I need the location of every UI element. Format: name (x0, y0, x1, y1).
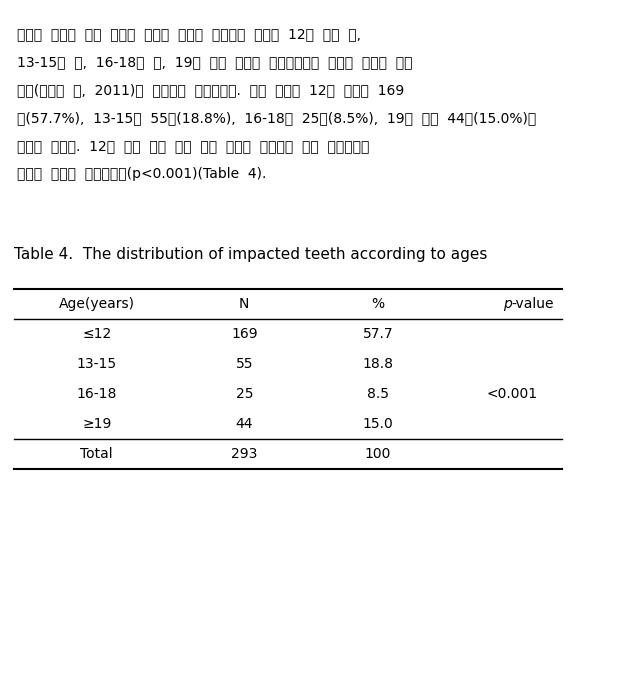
Text: 293: 293 (231, 447, 258, 461)
Text: Age(years): Age(years) (59, 297, 135, 311)
Text: <0.001: <0.001 (486, 387, 538, 401)
Text: 18.8: 18.8 (362, 357, 394, 371)
Text: 44: 44 (236, 417, 253, 431)
Text: 16-18: 16-18 (77, 387, 117, 401)
Text: 57.7: 57.7 (362, 327, 393, 341)
Text: Total: Total (81, 447, 113, 461)
Text: p: p (503, 297, 512, 311)
Text: 169: 169 (231, 327, 258, 341)
Text: 유의한  차이를  보여주었다(p<0.001)(Table  4).: 유의한 차이를 보여주었다(p<0.001)(Table 4). (17, 167, 266, 181)
Text: 100: 100 (365, 447, 391, 461)
Text: 분포를  보였다.  12세  이하  군이  가장  높은  분포를  보였으며  이는  통계적으로: 분포를 보였다. 12세 이하 군이 가장 높은 분포를 보였으며 이는 통계적… (17, 139, 369, 153)
Text: 13-15세  군,  16-18세  군,  19세  이상  군으로  분류하였으며  연령의  기준은  선행: 13-15세 군, 16-18세 군, 19세 이상 군으로 분류하였으며 연령… (17, 55, 412, 69)
Text: 8.5: 8.5 (367, 387, 389, 401)
Text: 영구치  매복을  가진  연령별  환자의  분포를  연구하기  위하여  12세  이하  군,: 영구치 매복을 가진 연령별 환자의 분포를 연구하기 위하여 12세 이하 군… (17, 27, 361, 41)
Text: 논문(문철현  등,  2011)을  참고하여  결정하였다.  연령  분포는  12세  이하가  169: 논문(문철현 등, 2011)을 참고하여 결정하였다. 연령 분포는 12세 … (17, 83, 404, 97)
Text: N: N (239, 297, 249, 311)
Text: 명(57.7%),  13-15세  55명(18.8%),  16-18세  25명(8.5%),  19세  이상  44명(15.0%)의: 명(57.7%), 13-15세 55명(18.8%), 16-18세 25명(… (17, 111, 536, 125)
Text: ≥19: ≥19 (82, 417, 111, 431)
Text: %: % (371, 297, 384, 311)
Text: 25: 25 (236, 387, 253, 401)
Text: Table 4.  The distribution of impacted teeth according to ages: Table 4. The distribution of impacted te… (14, 247, 488, 262)
Text: ≤12: ≤12 (82, 327, 111, 341)
Text: 13-15: 13-15 (77, 357, 117, 371)
Text: 55: 55 (236, 357, 253, 371)
Text: -value: -value (512, 297, 554, 311)
Text: 15.0: 15.0 (362, 417, 393, 431)
